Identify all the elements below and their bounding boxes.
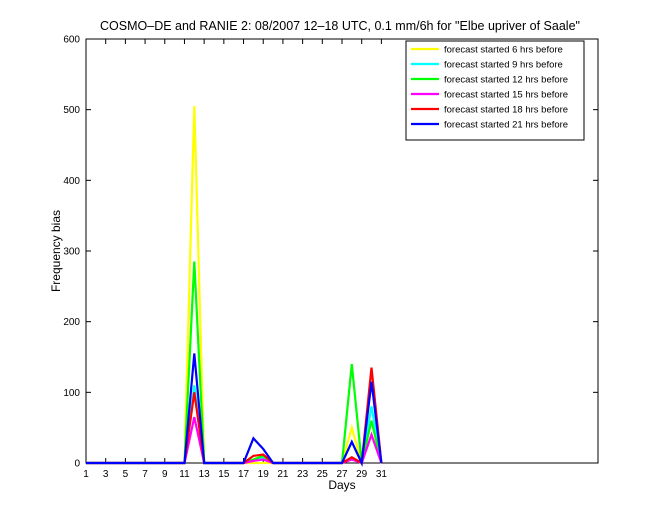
- x-tick-label: 15: [218, 469, 230, 480]
- x-tick-label: 3: [103, 469, 109, 480]
- legend-entry: forecast started 21 hrs before: [444, 120, 568, 131]
- x-tick-label: 25: [317, 469, 329, 480]
- x-tick-label: 31: [376, 469, 388, 480]
- y-tick-label: 200: [63, 317, 80, 328]
- series-line-6: [86, 353, 383, 467]
- y-tick-label: 0: [74, 459, 80, 470]
- axis-ticks: 1 3 5 7 9 11 13 15 17 19 21 23 25 27 29 310100200300400…: [63, 35, 598, 480]
- y-tick-label: 300: [63, 247, 80, 258]
- x-axis-label: Days: [328, 478, 355, 492]
- x-tick-label: 7: [142, 469, 148, 480]
- x-tick-label: 1: [83, 469, 89, 480]
- x-tick-label: 9: [162, 469, 168, 480]
- series-lines: [86, 106, 383, 467]
- x-tick-label: 27: [336, 469, 348, 480]
- legend: forecast started 6 hrs before forecast st…: [405, 40, 585, 141]
- x-tick-label: 17: [238, 469, 250, 480]
- x-tick-label: 13: [199, 469, 211, 480]
- x-tick-label: 23: [297, 469, 309, 480]
- y-tick-label: 100: [63, 388, 80, 399]
- y-tick-label: 600: [63, 35, 80, 46]
- y-axis-label: Frequency bias: [49, 210, 63, 292]
- y-tick-label: 500: [63, 105, 80, 116]
- legend-entry: forecast started 18 hrs before: [444, 105, 568, 116]
- x-tick-label: 29: [356, 469, 368, 480]
- legend-entry: forecast started 6 hrs before: [444, 45, 563, 56]
- legend-entry: forecast started 15 hrs before: [444, 90, 568, 101]
- x-tick-label: 11: [179, 469, 190, 480]
- x-tick-label: 5: [123, 469, 129, 480]
- chart-title: COSMO–DE and RANIE 2: 08/2007 12–18 UTC,…: [100, 19, 580, 33]
- legend-entry: forecast started 9 hrs before: [444, 60, 563, 71]
- x-tick-label: 21: [277, 469, 289, 480]
- legend-entry: forecast started 12 hrs before: [444, 75, 568, 86]
- y-tick-label: 400: [63, 176, 80, 187]
- x-tick-label: 19: [258, 469, 270, 480]
